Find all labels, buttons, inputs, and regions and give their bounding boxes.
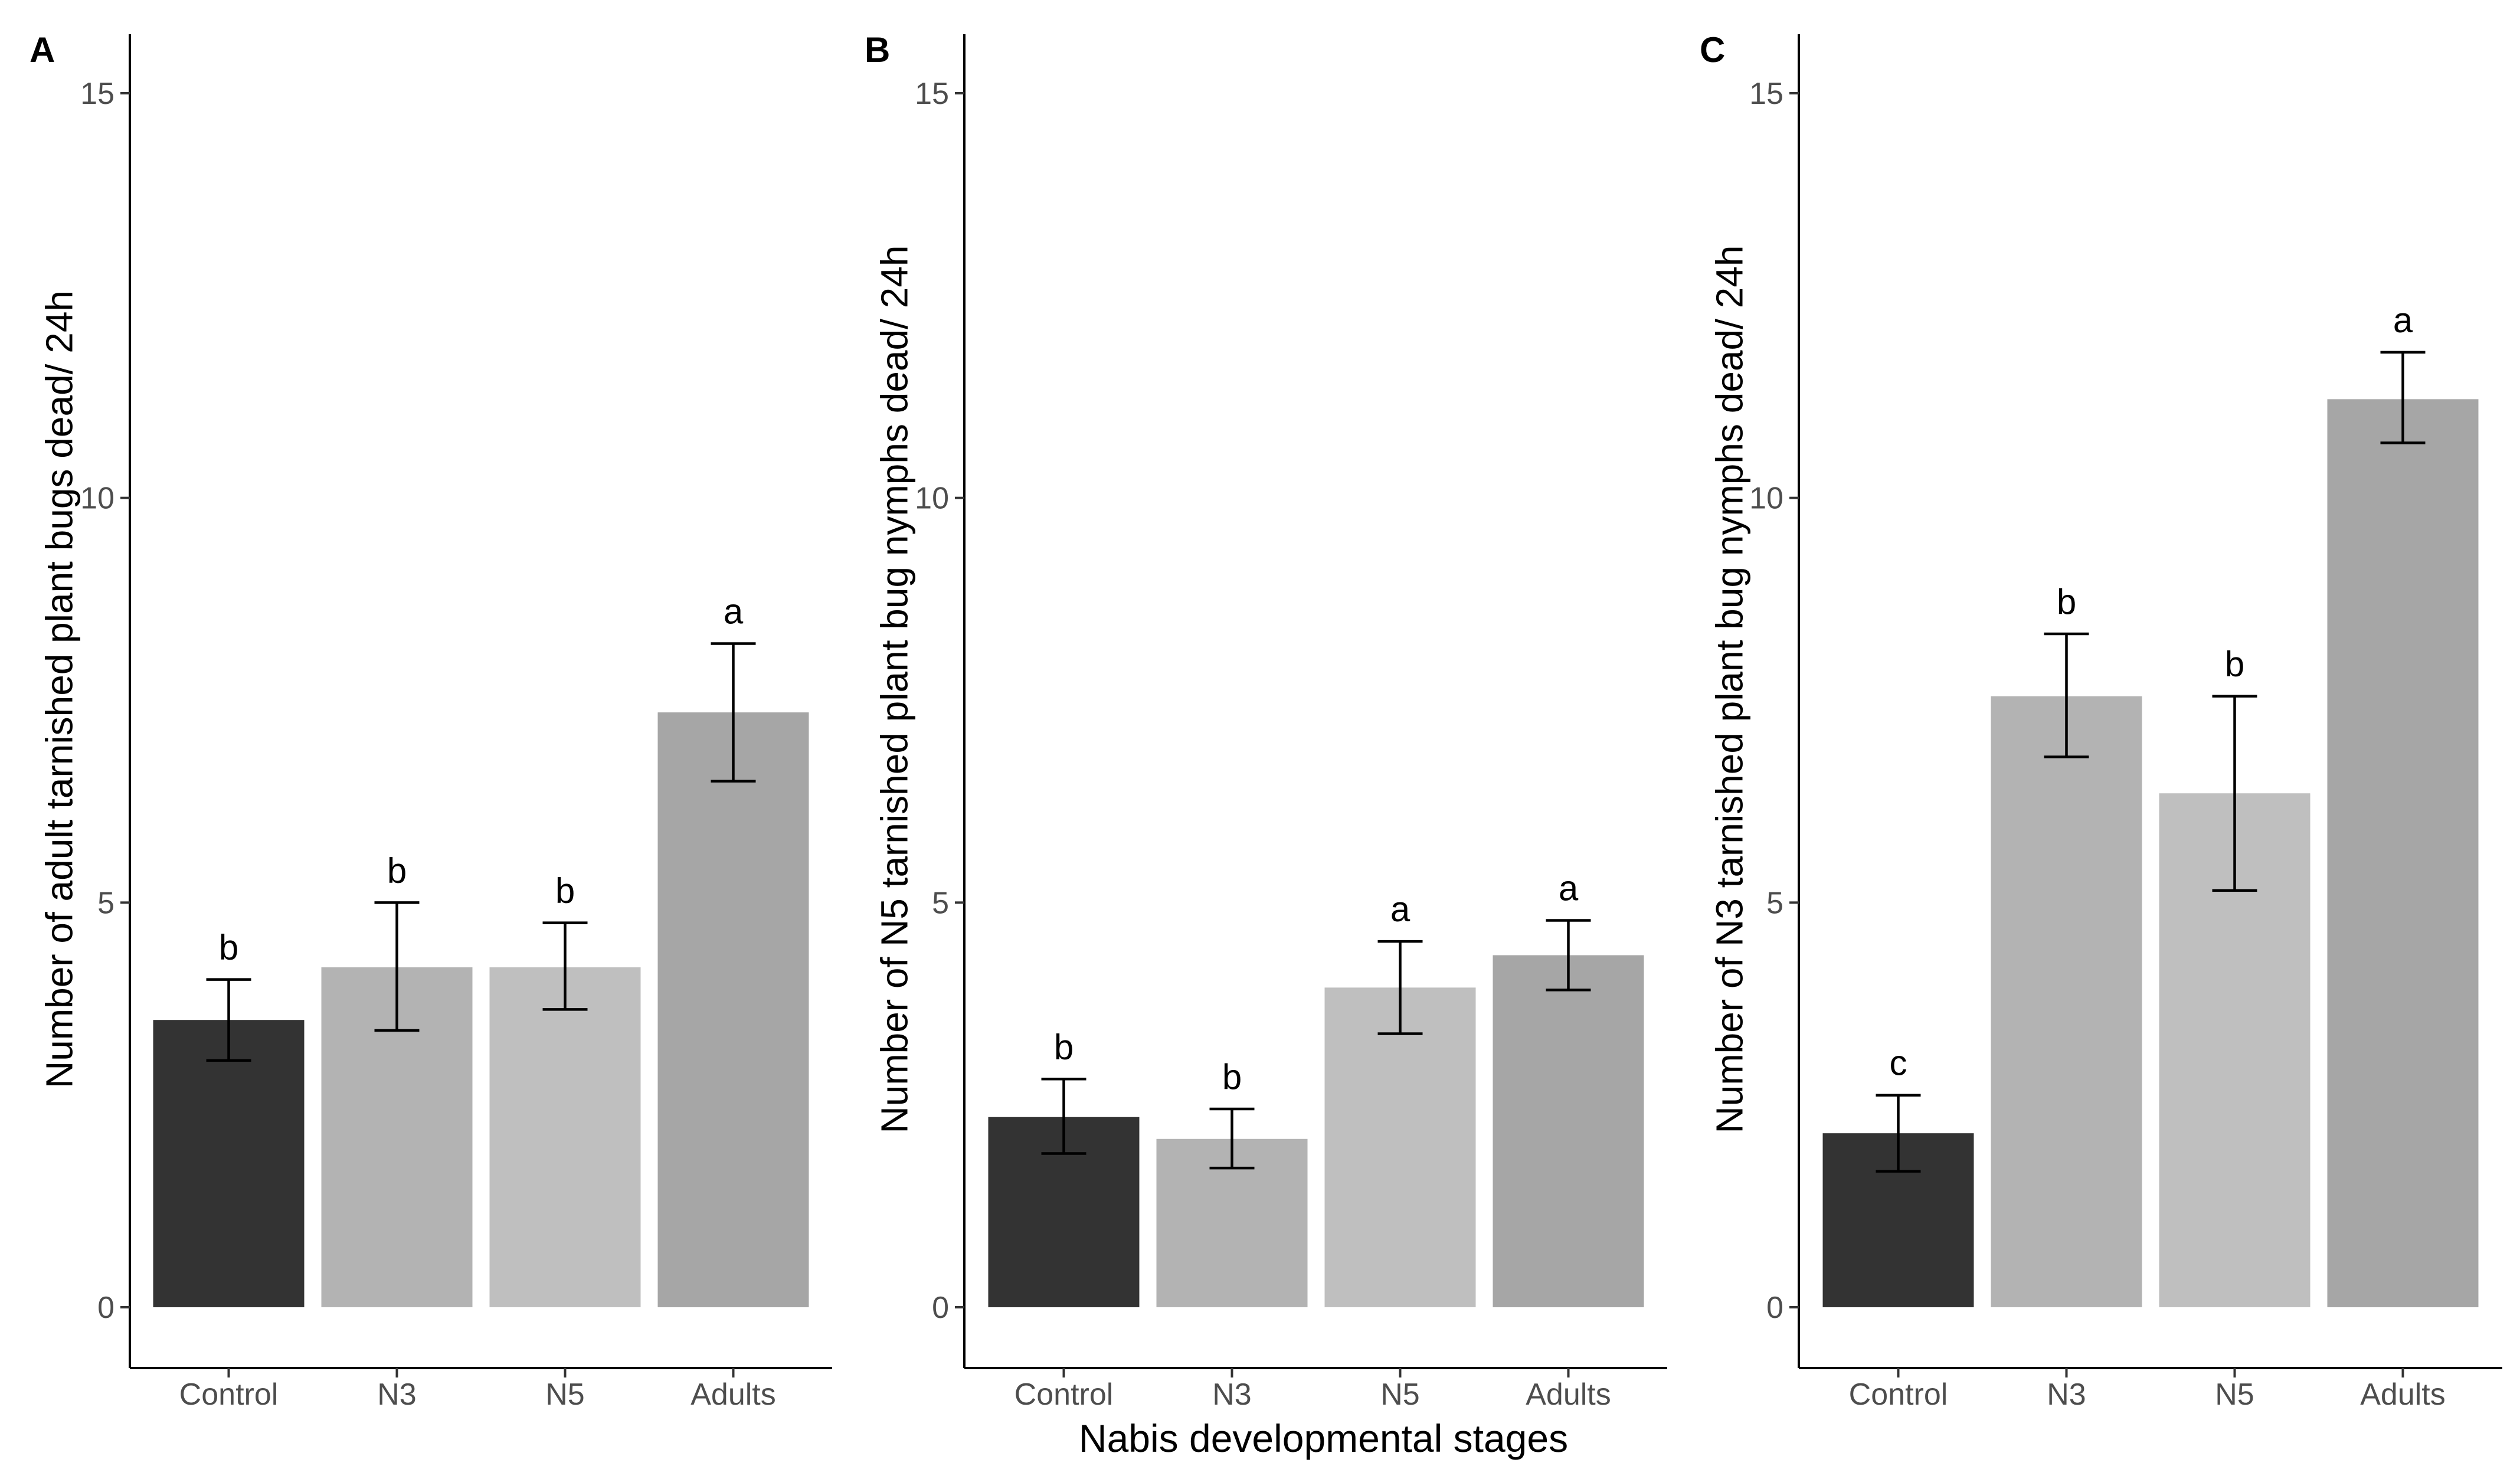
significance-label: b: [2057, 582, 2076, 621]
x-tick-label: N5: [2215, 1377, 2254, 1412]
significance-label: a: [1559, 869, 1579, 908]
y-tick-label: 10: [80, 482, 114, 516]
panel-a: A 0 5 10 15 b Control b N3 b N5 a Adults Number of ad…: [30, 30, 832, 1412]
bar: [1324, 987, 1476, 1307]
y-tick-label: 5: [1766, 886, 1783, 920]
y-tick-label: 5: [97, 886, 114, 920]
x-tick-label: N3: [1212, 1377, 1251, 1412]
panel-label: A: [30, 30, 55, 70]
y-tick-label: 0: [1766, 1291, 1783, 1325]
bar: [2327, 399, 2479, 1307]
bar: [1493, 955, 1644, 1307]
y-tick-label: 0: [932, 1291, 949, 1325]
bar: [657, 712, 809, 1307]
bar: [489, 967, 641, 1307]
significance-label: a: [2393, 300, 2413, 340]
significance-label: b: [555, 871, 575, 911]
x-axis-title: Nabis developmental stages: [1079, 1416, 1568, 1460]
x-tick-label: Adults: [1526, 1377, 1611, 1412]
y-axis-title: Number of adult tarnished plant bugs dea…: [38, 290, 80, 1088]
x-tick-label: Control: [1849, 1377, 1948, 1412]
y-tick-label: 10: [915, 482, 949, 516]
y-tick-label: 15: [915, 77, 949, 111]
significance-label: b: [2225, 644, 2244, 684]
x-tick-label: N5: [545, 1377, 584, 1412]
significance-label: a: [1390, 889, 1410, 929]
x-tick-label: N3: [377, 1377, 416, 1412]
significance-label: b: [1222, 1057, 1242, 1097]
y-tick-label: 15: [1749, 77, 1783, 111]
significance-label: b: [219, 928, 238, 967]
significance-label: b: [387, 850, 407, 890]
y-tick-label: 0: [97, 1291, 114, 1325]
significance-label: c: [1890, 1043, 1907, 1083]
y-axis-title: Number of N5 tarnished plant bug nymphs …: [873, 246, 915, 1134]
y-axis-title: Number of N3 tarnished plant bug nymphs …: [1708, 246, 1750, 1134]
significance-label: b: [1054, 1027, 1074, 1066]
x-tick-label: Control: [1014, 1377, 1114, 1412]
x-tick-label: Adults: [690, 1377, 776, 1412]
y-tick-label: 10: [1749, 482, 1783, 516]
x-tick-label: Adults: [2360, 1377, 2446, 1412]
bar: [153, 1020, 305, 1307]
significance-label: a: [724, 592, 744, 631]
x-tick-label: N5: [1380, 1377, 1419, 1412]
panel-label: C: [1700, 30, 1725, 70]
y-tick-label: 5: [932, 886, 949, 920]
x-tick-label: N3: [2047, 1377, 2086, 1412]
panel-b: B 0 5 10 15 b Control b N3 a N5 a Adults Number of N5…: [865, 30, 1667, 1460]
y-tick-label: 15: [80, 77, 114, 111]
panel-label: B: [865, 30, 890, 70]
panel-c: C 0 5 10 15 c Control b N3 b N5 a Adults Number of N3…: [1700, 30, 2502, 1412]
bar: [1991, 696, 2142, 1307]
x-tick-label: Control: [179, 1377, 279, 1412]
